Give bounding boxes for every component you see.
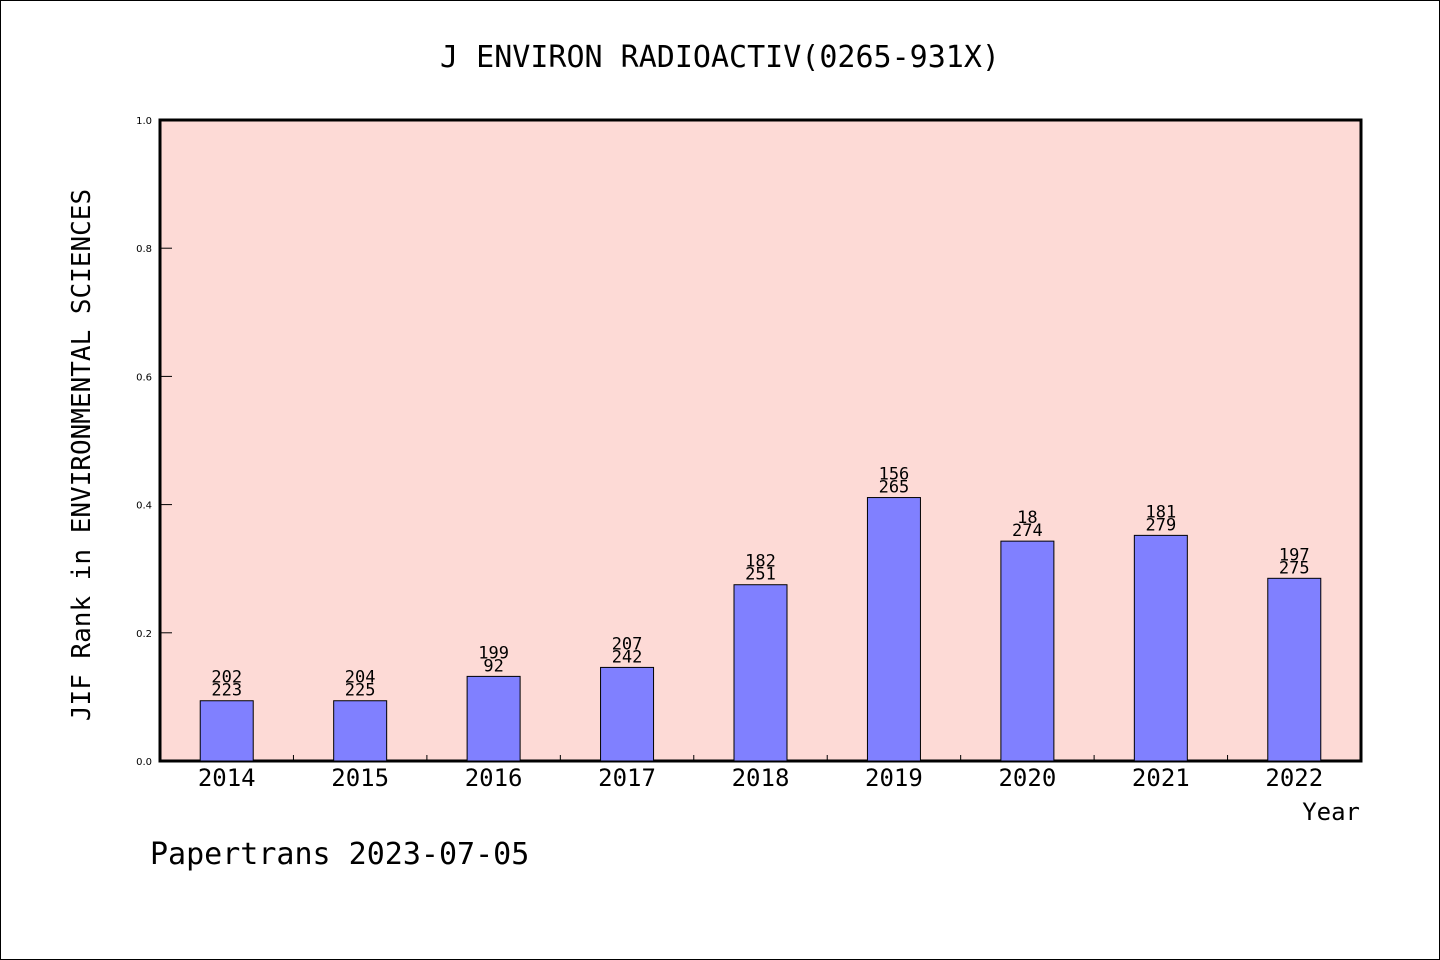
x-axis: 2014 2015 2016 2017 2018 2019 2020 2021 2022 (198, 755, 1323, 792)
bar-2019 (866, 497, 921, 762)
bar-label-bottom-2021: 279 (1145, 515, 1176, 535)
y-tick-label: 1.0 (136, 116, 152, 127)
bar-label-top-2017: 207 (612, 634, 643, 654)
bar-2020 (1000, 540, 1055, 762)
bar-label-bottom-2015: 225 (345, 681, 376, 701)
bar-label-bottom-2017: 242 (612, 647, 643, 667)
x-tick-label-2019: 2019 (865, 764, 923, 792)
bar-label-top-2021: 181 (1145, 502, 1176, 522)
x-tick-label-2015: 2015 (331, 764, 389, 792)
bar-2016 (466, 675, 521, 762)
chart-title: J ENVIRON RADIOACTIV(0265-931X) (440, 40, 1000, 75)
bar-label-top-2014: 202 (211, 668, 242, 688)
y-tick-label: 0.4 (136, 501, 152, 512)
x-axis-label: Year (1302, 798, 1360, 826)
y-axis: 0.0 0.2 0.4 0.6 0.8 1.0 (136, 116, 172, 768)
y-tick-label: 0.0 (136, 757, 152, 768)
y-tick-label: 0.2 (136, 629, 152, 640)
bar-2014 (199, 700, 254, 762)
bar-label-top-2020: 18 (1017, 508, 1037, 528)
bar-2018 (733, 584, 788, 762)
y-axis-label: JIF Rank in ENVIRONMENTAL SCIENCES (67, 189, 97, 721)
y-tick-label: 0.6 (136, 372, 152, 383)
x-tick-label-2016: 2016 (465, 764, 523, 792)
bar-label-bottom-2018: 251 (745, 565, 776, 585)
x-tick-label-2018: 2018 (732, 764, 790, 792)
bar-2021 (1133, 534, 1188, 762)
bar-label-bottom-2020: 274 (1012, 521, 1043, 541)
bar-label-bottom-2019: 265 (879, 478, 910, 498)
bars-layer (199, 497, 1322, 762)
x-tick-label-2021: 2021 (1132, 764, 1190, 792)
x-tick-label-2014: 2014 (198, 764, 256, 792)
bar-2017 (600, 666, 655, 762)
y-tick-label: 0.8 (136, 244, 152, 255)
bar-label-top-2015: 204 (345, 668, 376, 688)
bar-label-bottom-2022: 275 (1279, 558, 1310, 578)
x-tick-label-2017: 2017 (598, 764, 656, 792)
x-tick-label-2020: 2020 (998, 764, 1056, 792)
bar-label-top-2016: 199 (478, 643, 509, 663)
x-tick-label-2022: 2022 (1265, 764, 1323, 792)
footer-stamp: Papertrans 2023-07-05 (150, 837, 529, 872)
bar-label-top-2018: 182 (745, 552, 776, 572)
bar-label-top-2019: 156 (879, 465, 910, 485)
bar-2022 (1267, 577, 1322, 762)
bar-label-bottom-2014: 223 (211, 681, 242, 701)
bar-label-top-2022: 197 (1279, 545, 1310, 565)
bar-2015 (333, 700, 388, 762)
bar-label-bottom-2016: 92 (483, 656, 503, 676)
